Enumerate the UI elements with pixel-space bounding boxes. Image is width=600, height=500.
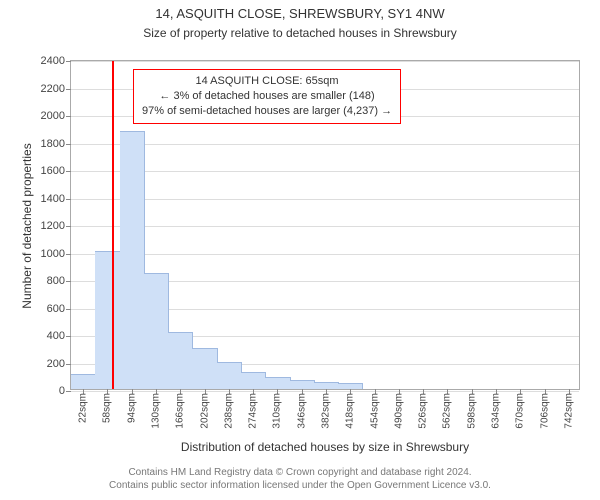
histogram-bar	[192, 348, 217, 389]
y-gridline	[71, 199, 579, 200]
y-tick-label: 800	[47, 275, 65, 287]
y-tick-mark	[66, 144, 71, 145]
y-tick-label: 2400	[41, 55, 65, 67]
chart-title: 14, ASQUITH CLOSE, SHREWSBURY, SY1 4NW	[0, 6, 600, 21]
y-gridline	[71, 61, 579, 62]
x-tick-label: 202sqm	[199, 393, 210, 429]
y-tick-mark	[66, 254, 71, 255]
histogram-bar	[290, 380, 315, 389]
y-tick-mark	[66, 391, 71, 392]
histogram-bar	[95, 251, 120, 390]
y-tick-mark	[66, 89, 71, 90]
x-tick-label: 742sqm	[563, 393, 574, 429]
y-gridline	[71, 171, 579, 172]
y-tick-label: 1200	[41, 220, 65, 232]
x-tick-label: 94sqm	[126, 393, 137, 423]
y-gridline	[71, 391, 579, 392]
y-tick-mark	[66, 309, 71, 310]
x-tick-label: 670sqm	[515, 393, 526, 429]
histogram-bar	[71, 374, 96, 389]
y-gridline	[71, 144, 579, 145]
x-tick-label: 58sqm	[102, 393, 113, 423]
callout-line: ← 3% of detached houses are smaller (148…	[142, 89, 392, 104]
x-tick-label: 562sqm	[442, 393, 453, 429]
plot-area: 0200400600800100012001400160018002000220…	[70, 60, 580, 390]
histogram-bar	[144, 273, 169, 390]
callout-box: 14 ASQUITH CLOSE: 65sqm← 3% of detached …	[133, 69, 401, 124]
histogram-bar	[265, 377, 290, 389]
y-tick-label: 200	[47, 358, 65, 370]
x-tick-label: 418sqm	[345, 393, 356, 429]
x-tick-label: 706sqm	[539, 393, 550, 429]
y-tick-mark	[66, 336, 71, 337]
histogram-bar	[217, 362, 242, 389]
x-tick-label: 490sqm	[393, 393, 404, 429]
y-tick-label: 600	[47, 303, 65, 315]
y-tick-label: 2200	[41, 83, 65, 95]
y-axis-label: Number of detached properties	[20, 61, 34, 391]
y-gridline	[71, 226, 579, 227]
footer-attribution: Contains HM Land Registry data © Crown c…	[0, 466, 600, 492]
x-tick-label: 22sqm	[78, 393, 89, 423]
footer-line-1: Contains HM Land Registry data © Crown c…	[0, 466, 600, 479]
chart-subtitle: Size of property relative to detached ho…	[0, 26, 600, 40]
y-tick-label: 2000	[41, 110, 65, 122]
x-tick-label: 238sqm	[223, 393, 234, 429]
histogram-bar	[120, 131, 145, 389]
reference-line	[112, 61, 114, 389]
x-tick-label: 634sqm	[491, 393, 502, 429]
y-tick-mark	[66, 226, 71, 227]
y-tick-label: 1600	[41, 165, 65, 177]
y-tick-mark	[66, 171, 71, 172]
callout-line: 97% of semi-detached houses are larger (…	[142, 104, 392, 119]
x-tick-label: 598sqm	[466, 393, 477, 429]
y-tick-label: 1800	[41, 138, 65, 150]
y-tick-mark	[66, 199, 71, 200]
y-tick-mark	[66, 364, 71, 365]
y-tick-mark	[66, 281, 71, 282]
x-tick-label: 166sqm	[175, 393, 186, 429]
histogram-bar	[168, 332, 193, 389]
x-tick-label: 382sqm	[321, 393, 332, 429]
y-tick-label: 1000	[41, 248, 65, 260]
x-axis-label: Distribution of detached houses by size …	[70, 440, 580, 454]
y-tick-mark	[66, 116, 71, 117]
y-tick-mark	[66, 61, 71, 62]
x-tick-label: 274sqm	[248, 393, 259, 429]
chart-container: 14, ASQUITH CLOSE, SHREWSBURY, SY1 4NW S…	[0, 0, 600, 500]
y-gridline	[71, 254, 579, 255]
x-tick-label: 346sqm	[296, 393, 307, 429]
y-tick-label: 1400	[41, 193, 65, 205]
y-tick-label: 0	[59, 385, 65, 397]
footer-line-2: Contains public sector information licen…	[0, 479, 600, 492]
x-tick-label: 310sqm	[272, 393, 283, 429]
x-tick-label: 526sqm	[418, 393, 429, 429]
x-tick-label: 454sqm	[369, 393, 380, 429]
histogram-bar	[241, 372, 266, 390]
y-tick-label: 400	[47, 330, 65, 342]
histogram-bar	[314, 382, 339, 389]
x-tick-label: 130sqm	[151, 393, 162, 429]
callout-line: 14 ASQUITH CLOSE: 65sqm	[142, 74, 392, 89]
